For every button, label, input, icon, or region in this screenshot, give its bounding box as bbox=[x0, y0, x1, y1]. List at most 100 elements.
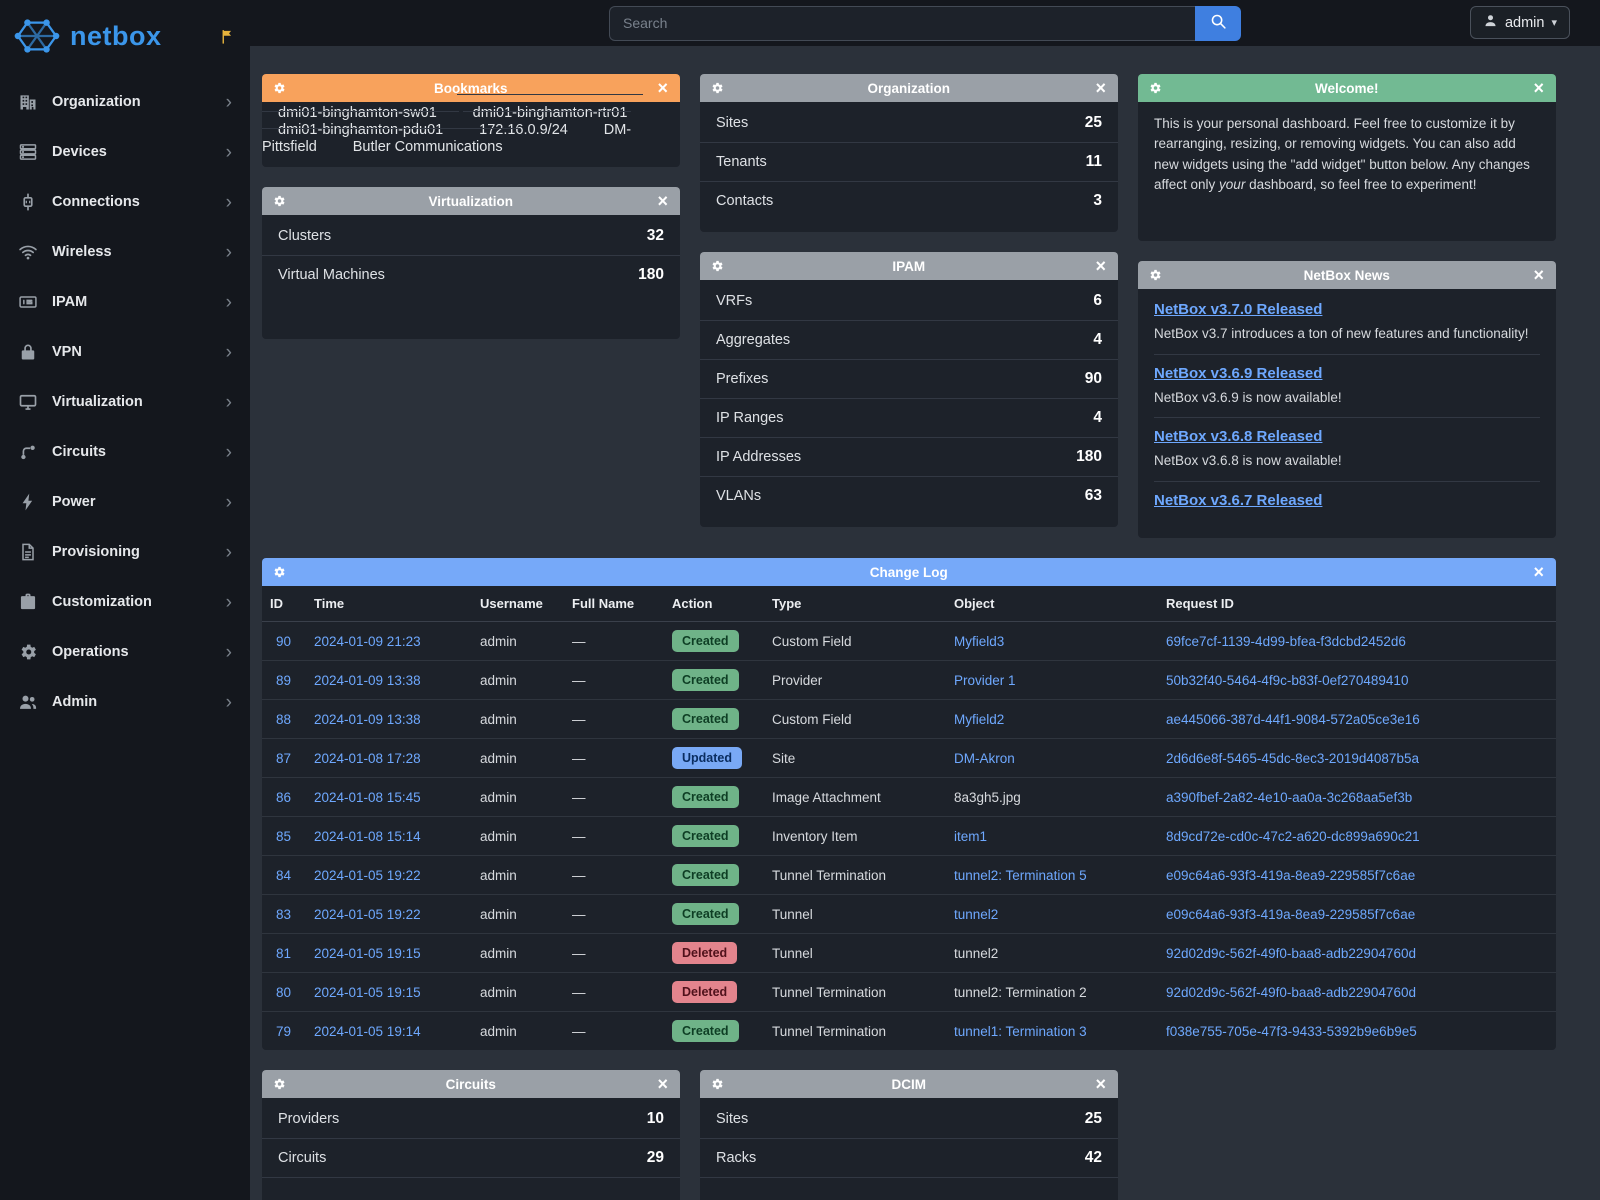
sidebar-item[interactable]: Devices › bbox=[0, 127, 250, 177]
changelog-object-link[interactable]: DM-Akron bbox=[954, 751, 1015, 766]
search-input[interactable] bbox=[609, 6, 1195, 41]
close-icon[interactable]: × bbox=[655, 192, 670, 210]
netbox-logo-icon[interactable] bbox=[14, 15, 60, 57]
changelog-object-link[interactable]: tunnel1: Termination 3 bbox=[954, 1024, 1087, 1039]
changelog-request-link[interactable]: 2d6d6e8f-5465-45dc-8ec3-2019d4087b5a bbox=[1166, 751, 1419, 766]
changelog-id-link[interactable]: 79 bbox=[276, 1024, 291, 1039]
stat-value-link[interactable]: 25 bbox=[1085, 1110, 1102, 1128]
changelog-request-link[interactable]: 92d02d9c-562f-49f0-baa8-adb22904760d bbox=[1166, 946, 1416, 961]
changelog-time-link[interactable]: 2024-01-05 19:22 bbox=[314, 868, 421, 883]
news-headline-link[interactable]: NetBox v3.7.0 Released bbox=[1154, 301, 1322, 318]
changelog-request-link[interactable]: a390fbef-2a82-4e10-aa0a-3c268aa5ef3b bbox=[1166, 790, 1412, 805]
changelog-id-link[interactable]: 90 bbox=[276, 634, 291, 649]
gear-icon[interactable] bbox=[272, 565, 286, 579]
close-icon[interactable]: × bbox=[655, 79, 670, 97]
changelog-time-link[interactable]: 2024-01-05 19:14 bbox=[314, 1024, 421, 1039]
action-badge: Created bbox=[672, 786, 739, 808]
news-headline-link[interactable]: NetBox v3.6.9 Released bbox=[1154, 365, 1322, 382]
changelog-id-link[interactable]: 80 bbox=[276, 985, 291, 1000]
stat-value-link[interactable]: 42 bbox=[1085, 1149, 1102, 1167]
changelog-object-link[interactable]: tunnel2 bbox=[954, 907, 998, 922]
sidebar-item[interactable]: Power › bbox=[0, 477, 250, 527]
changelog-username: admin bbox=[480, 751, 517, 766]
news-headline-link[interactable]: NetBox v3.6.8 Released bbox=[1154, 428, 1322, 445]
stat-value-link[interactable]: 25 bbox=[1085, 114, 1102, 132]
changelog-time-link[interactable]: 2024-01-08 17:28 bbox=[314, 751, 421, 766]
gear-icon[interactable] bbox=[1148, 268, 1162, 282]
gear-icon[interactable] bbox=[710, 259, 724, 273]
bookmark-item[interactable]: Butler Communications bbox=[337, 128, 519, 165]
gear-icon[interactable] bbox=[1148, 81, 1162, 95]
sidebar-item[interactable]: VPN › bbox=[0, 327, 250, 377]
stat-value-link[interactable]: 4 bbox=[1093, 331, 1102, 349]
close-icon[interactable]: × bbox=[1531, 79, 1546, 97]
changelog-time-link[interactable]: 2024-01-05 19:15 bbox=[314, 985, 421, 1000]
sidebar-item[interactable]: Virtualization › bbox=[0, 377, 250, 427]
sidebar-item[interactable]: Operations › bbox=[0, 627, 250, 677]
changelog-request-link[interactable]: 92d02d9c-562f-49f0-baa8-adb22904760d bbox=[1166, 985, 1416, 1000]
changelog-id-link[interactable]: 86 bbox=[276, 790, 291, 805]
changelog-object-link[interactable]: Myfield2 bbox=[954, 712, 1004, 727]
changelog-request-link[interactable]: f038e755-705e-47f3-9433-5392b9e6b9e5 bbox=[1166, 1024, 1417, 1039]
changelog-time-link[interactable]: 2024-01-05 19:15 bbox=[314, 946, 421, 961]
sidebar-item[interactable]: Wireless › bbox=[0, 227, 250, 277]
stat-value-link[interactable]: 10 bbox=[647, 1110, 664, 1128]
changelog-request-link[interactable]: e09c64a6-93f3-419a-8ea9-229585f7c6ae bbox=[1166, 907, 1415, 922]
stat-value-link[interactable]: 63 bbox=[1085, 487, 1102, 505]
changelog-time-link[interactable]: 2024-01-09 21:23 bbox=[314, 634, 421, 649]
close-icon[interactable]: × bbox=[1531, 266, 1546, 284]
changelog-id-link[interactable]: 81 bbox=[276, 946, 291, 961]
changelog-id-link[interactable]: 88 bbox=[276, 712, 291, 727]
changelog-id-link[interactable]: 89 bbox=[276, 673, 291, 688]
sidebar-item[interactable]: Connections › bbox=[0, 177, 250, 227]
changelog-time-link[interactable]: 2024-01-08 15:45 bbox=[314, 790, 421, 805]
stat-value-link[interactable]: 3 bbox=[1093, 192, 1102, 210]
close-icon[interactable]: × bbox=[1093, 1075, 1108, 1093]
changelog-id-link[interactable]: 87 bbox=[276, 751, 291, 766]
gear-icon[interactable] bbox=[272, 194, 286, 208]
gear-icon[interactable] bbox=[710, 81, 724, 95]
stat-value-link[interactable]: 29 bbox=[647, 1149, 664, 1167]
changelog-time-link[interactable]: 2024-01-09 13:38 bbox=[314, 673, 421, 688]
changelog-request-link[interactable]: ae445066-387d-44f1-9084-572a05ce3e16 bbox=[1166, 712, 1420, 727]
changelog-request-link[interactable]: 50b32f40-5464-4f9c-b83f-0ef270489410 bbox=[1166, 673, 1408, 688]
sidebar-item[interactable]: Organization › bbox=[0, 77, 250, 127]
changelog-time-link[interactable]: 2024-01-08 15:14 bbox=[314, 829, 421, 844]
stat-value-link[interactable]: 180 bbox=[1076, 448, 1102, 466]
news-headline-link[interactable]: NetBox v3.6.7 Released bbox=[1154, 492, 1322, 509]
search-button[interactable] bbox=[1195, 6, 1241, 41]
changelog-time-link[interactable]: 2024-01-05 19:22 bbox=[314, 907, 421, 922]
dashboard: Bookmarks × dmi01-binghamton-sw01 dmi01-… bbox=[250, 46, 1600, 1200]
close-icon[interactable]: × bbox=[655, 1075, 670, 1093]
changelog-time-link[interactable]: 2024-01-09 13:38 bbox=[314, 712, 421, 727]
stat-value-link[interactable]: 6 bbox=[1093, 292, 1102, 310]
gear-icon[interactable] bbox=[272, 81, 286, 95]
changelog-id-link[interactable]: 83 bbox=[276, 907, 291, 922]
close-icon[interactable]: × bbox=[1093, 79, 1108, 97]
stat-value-link[interactable]: 4 bbox=[1093, 409, 1102, 427]
close-icon[interactable]: × bbox=[1531, 563, 1546, 581]
stat-value-link[interactable]: 90 bbox=[1085, 370, 1102, 388]
changelog-request-link[interactable]: 69fce7cf-1139-4d99-bfea-f3dcbd2452d6 bbox=[1166, 634, 1406, 649]
close-icon[interactable]: × bbox=[1093, 257, 1108, 275]
sidebar-item[interactable]: Provisioning › bbox=[0, 527, 250, 577]
changelog-request-link[interactable]: 8d9cd72e-cd0c-47c2-a620-dc899a690c21 bbox=[1166, 829, 1420, 844]
stat-value-link[interactable]: 180 bbox=[638, 266, 664, 284]
changelog-object-link[interactable]: Provider 1 bbox=[954, 673, 1016, 688]
changelog-id-link[interactable]: 84 bbox=[276, 868, 291, 883]
sidebar-item[interactable]: Customization › bbox=[0, 577, 250, 627]
sidebar-item[interactable]: Circuits › bbox=[0, 427, 250, 477]
changelog-object-link[interactable]: tunnel2: Termination 5 bbox=[954, 868, 1087, 883]
changelog-object-link[interactable]: Myfield3 bbox=[954, 634, 1004, 649]
changelog-request-link[interactable]: e09c64a6-93f3-419a-8ea9-229585f7c6ae bbox=[1166, 868, 1415, 883]
user-menu[interactable]: admin ▾ bbox=[1470, 6, 1570, 39]
gear-icon[interactable] bbox=[272, 1077, 286, 1091]
changelog-object-link[interactable]: item1 bbox=[954, 829, 987, 844]
changelog-id-link[interactable]: 85 bbox=[276, 829, 291, 844]
sidebar-item[interactable]: Admin › bbox=[0, 677, 250, 727]
stat-value-link[interactable]: 32 bbox=[647, 227, 664, 245]
gear-icon[interactable] bbox=[710, 1077, 724, 1091]
brand-name[interactable]: netbox bbox=[70, 21, 162, 52]
stat-value-link[interactable]: 11 bbox=[1086, 153, 1102, 171]
sidebar-item[interactable]: IPAM › bbox=[0, 277, 250, 327]
